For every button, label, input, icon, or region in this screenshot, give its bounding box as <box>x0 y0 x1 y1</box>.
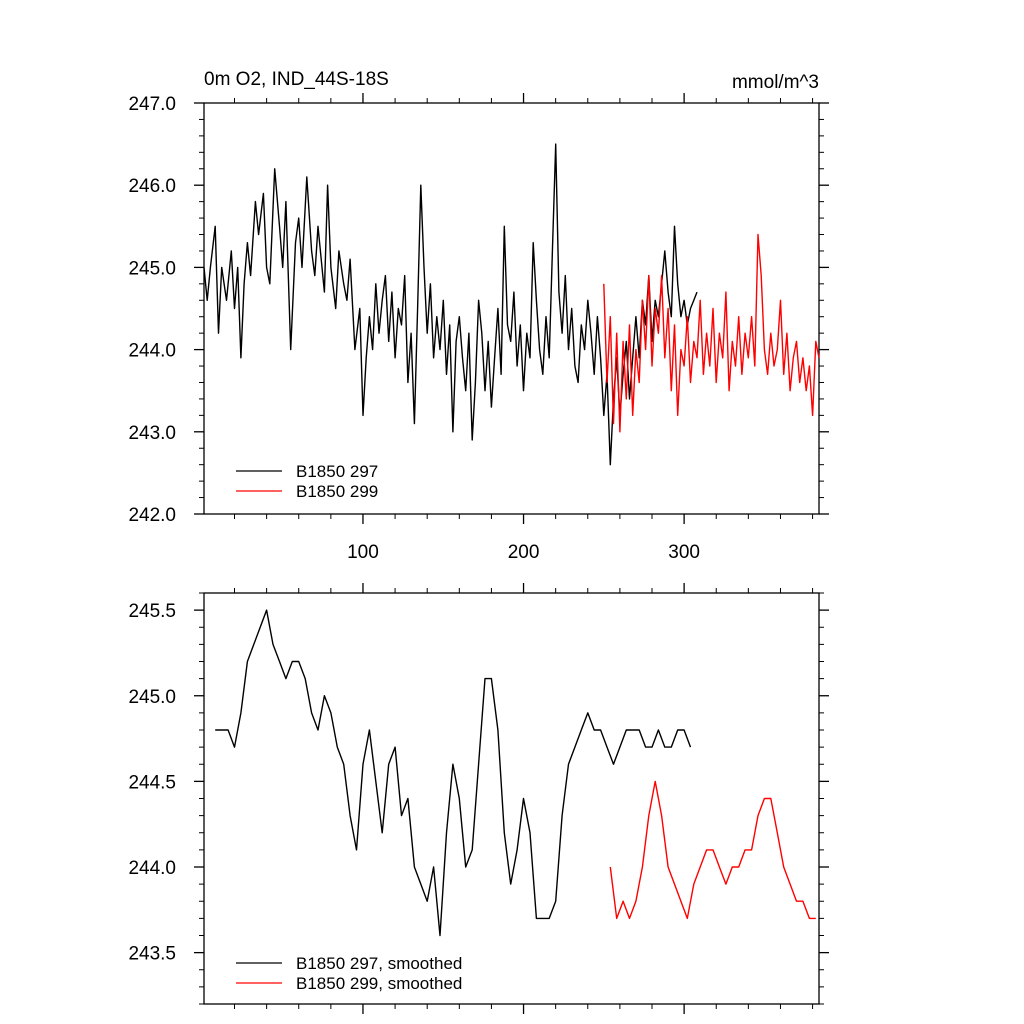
y-tick-label: 247.0 <box>128 94 176 115</box>
legend-label: B1850 299, smoothed <box>296 974 462 993</box>
legend-label: B1850 297, smoothed <box>296 954 462 973</box>
x-tick-label: 200 <box>508 542 540 563</box>
x-tick-label: 100 <box>347 542 379 563</box>
series-line <box>215 609 692 937</box>
ticks-group: 100 200 300 242.0 243.0 244.0 245.0 246.0 247.0 <box>128 93 829 563</box>
y-tick-label: 242.0 <box>128 505 176 526</box>
y-tick-label: 245.0 <box>128 258 176 279</box>
top-panel: 0m O2, IND_44S-18S mmol/m^3 100 200 300 242… <box>128 69 829 563</box>
y-tick-label: 246.0 <box>128 176 176 197</box>
plot-frame <box>203 102 820 515</box>
chart-title: 0m O2, IND_44S-18S <box>204 69 389 90</box>
legend-label: B1850 299 <box>296 482 378 501</box>
y-tick-label: 243.0 <box>128 423 176 444</box>
series-line <box>603 233 820 433</box>
ticks-group: 243.5 244.0 244.5 245.0 245.5 <box>128 583 829 1014</box>
y-tick-label: 243.5 <box>128 944 176 965</box>
series-group <box>203 143 820 466</box>
series-line <box>609 780 816 920</box>
legend-label: B1850 297 <box>296 462 378 481</box>
legend: B1850 297, smoothed B1850 299, smoothed <box>236 954 462 993</box>
y-tick-label: 245.5 <box>128 601 176 622</box>
bottom-panel: 243.5 244.0 244.5 245.0 245.5 B1850 297, smo… <box>128 583 829 1014</box>
series-group <box>215 609 816 937</box>
x-tick-label: 300 <box>668 542 700 563</box>
legend: B1850 297 B1850 299 <box>236 462 378 501</box>
y-tick-label: 244.0 <box>128 858 176 879</box>
y-tick-label: 245.0 <box>128 687 176 708</box>
units-label: mmol/m^3 <box>732 72 819 93</box>
plot-frame <box>203 592 820 1005</box>
series-line <box>203 143 698 466</box>
y-tick-label: 244.0 <box>128 341 176 362</box>
y-tick-label: 244.5 <box>128 772 176 793</box>
